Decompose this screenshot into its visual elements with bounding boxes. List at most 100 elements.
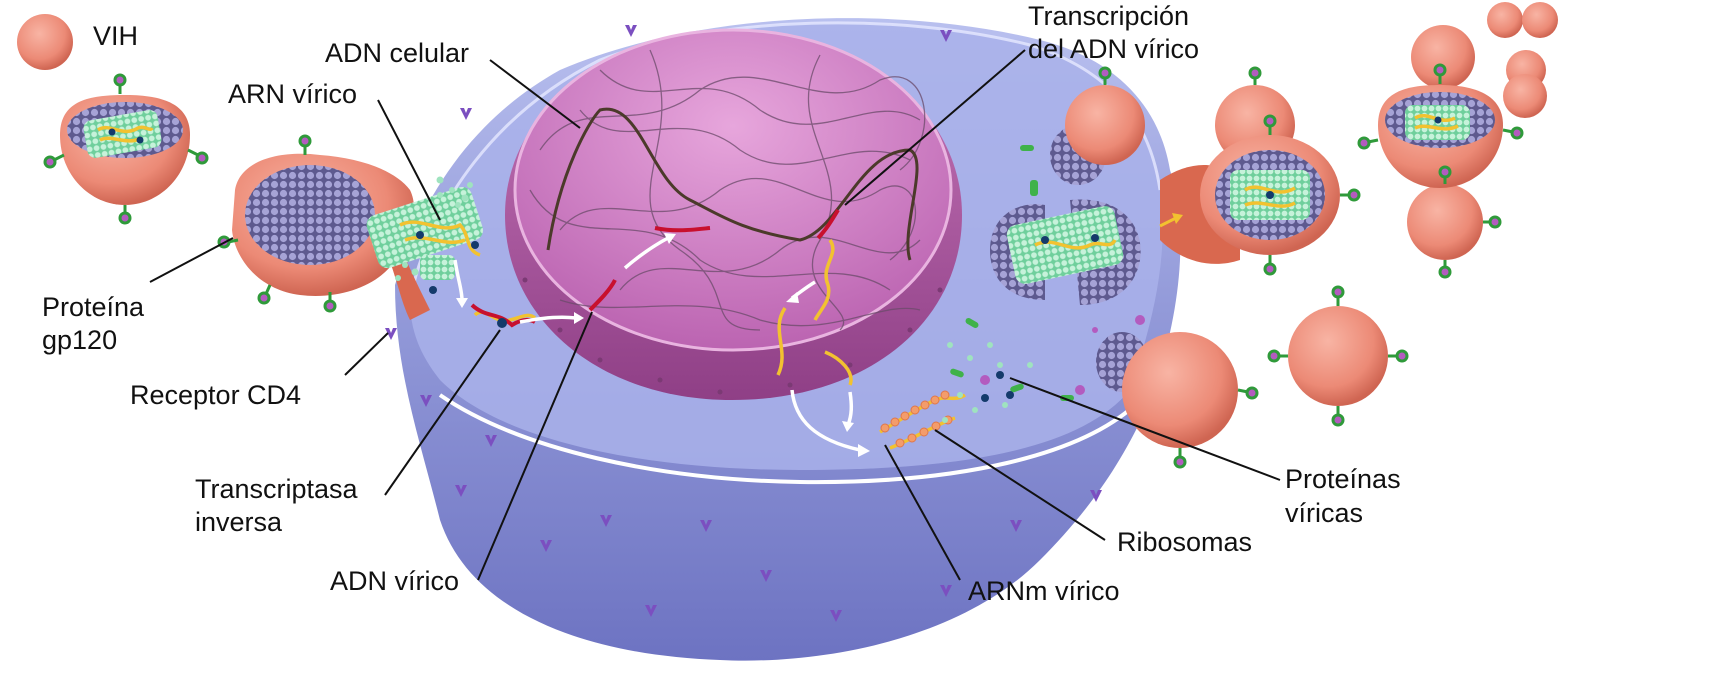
gp120-spike-icon — [1173, 448, 1187, 469]
cd4-receptor-icon — [940, 30, 952, 42]
cd4-receptor-icon — [760, 570, 772, 582]
label-proteina-gp120-line1: Proteína — [42, 292, 145, 322]
arrow-translation — [790, 389, 861, 452]
arrow-head — [842, 421, 854, 432]
gp120-spike-icon — [43, 153, 65, 169]
nucleus-interior — [515, 30, 951, 350]
gp120-spike-icon — [118, 205, 132, 225]
cd4-receptor-icon — [1010, 520, 1022, 532]
label-transcripcion-line2: del ADN vírico — [1028, 34, 1199, 64]
label-transcriptasa-line1: Transcriptasa — [195, 474, 359, 504]
budding-bud-bottom — [1122, 332, 1238, 448]
viral-proteins — [942, 145, 1145, 423]
virus-spikes — [43, 63, 1524, 469]
label-arn-virico: ARN vírico — [228, 79, 357, 109]
leader-lines — [149, 49, 1281, 581]
cd4-receptor-icon — [485, 435, 497, 447]
virus-particle — [1503, 74, 1547, 118]
reverse-transcriptase-icon — [429, 286, 437, 294]
label-transcriptasa-line2: inversa — [195, 507, 283, 537]
cd4-receptor-icon — [600, 515, 612, 527]
virion-capsid — [83, 109, 162, 158]
cd4-receptor-icon — [420, 395, 432, 407]
nucleus-rim — [513, 28, 953, 352]
arrow-to-nucleus — [519, 315, 577, 324]
virus-particle — [17, 14, 73, 70]
gp120-spike-icon — [1502, 126, 1524, 140]
cd4-receptor-icon — [540, 540, 552, 552]
assembling-virion — [990, 125, 1148, 392]
labels: VIH ADN celular ARN vírico Transcripción… — [42, 1, 1401, 606]
arrow-head — [858, 444, 870, 457]
arrow-integration — [623, 236, 669, 270]
cd4-receptor-icon — [625, 25, 637, 37]
dna-strand-highlight — [546, 107, 919, 261]
cd4-receptor-icon — [385, 328, 397, 340]
fusing-virus — [232, 153, 430, 320]
gp120-spike-icon — [1237, 386, 1259, 400]
arrow-head — [664, 233, 676, 244]
exiting-virion — [1200, 135, 1340, 255]
gp120-spike-icon — [1331, 285, 1345, 306]
gp120-spike-icon — [323, 292, 337, 313]
capsid-fragment — [420, 255, 455, 280]
cellular-dna — [529, 49, 926, 331]
viral-mrna-transcripts — [776, 239, 853, 386]
cd4-receptor-icon — [940, 585, 952, 597]
label-vih: VIH — [93, 21, 138, 51]
gp120-spike-icon — [298, 134, 312, 155]
gp120-spike-icon — [1438, 165, 1452, 184]
fusing-virus-interior — [245, 165, 375, 265]
viral-dna-integrated — [816, 208, 840, 240]
arrow-release — [1159, 216, 1177, 228]
virus-particle — [1487, 2, 1523, 38]
budding-bud-top — [1065, 85, 1145, 165]
cd4-receptor-icon — [455, 485, 467, 497]
arrow-head — [786, 292, 799, 303]
gp120-spike-icon — [1340, 188, 1361, 202]
hiv-cutaway-left — [60, 95, 190, 205]
nuclear-pores — [522, 277, 943, 395]
uncoating-capsid — [366, 176, 484, 294]
reverse-transcriptase-icon — [471, 241, 479, 249]
label-adn-virico: ADN vírico — [330, 566, 459, 596]
gp120-spike-icon — [1433, 63, 1447, 84]
viral-rna-strand — [399, 220, 481, 257]
free-virions — [17, 2, 1558, 406]
gp120-spike-icon — [1357, 136, 1379, 150]
gp120-spike-icon — [1267, 349, 1288, 363]
cd4-receptor-icon — [645, 605, 657, 617]
label-arnm-virico: ARNm vírico — [968, 576, 1120, 606]
gp120-spike-icon — [257, 284, 272, 305]
assembly-rna — [1034, 238, 1117, 250]
cd4-receptor-icon — [1090, 490, 1102, 502]
gp120-spike-icon — [1438, 260, 1452, 279]
label-transcripcion-line1: Transcripción — [1028, 1, 1189, 31]
cd4-receptors — [385, 25, 1102, 622]
virus-particle — [1522, 2, 1558, 38]
gp120-spike-icon — [1331, 406, 1345, 427]
viral-dna-entering — [588, 279, 617, 312]
reverse-transcriptase-icon — [497, 318, 507, 328]
viral-rna-strand — [404, 235, 466, 245]
cd4-receptor-icon — [830, 610, 842, 622]
arrow-head — [1172, 213, 1183, 224]
gp120-spike-icon — [187, 148, 209, 165]
cd4-receptor-icon — [700, 520, 712, 532]
reverse-transcriptase-icon — [416, 231, 424, 239]
gp120-spike-icon — [113, 73, 127, 94]
arrow-head — [456, 298, 468, 308]
label-proteina-gp120-line2: gp120 — [42, 325, 117, 355]
label-proteinas-line2: víricas — [1285, 498, 1363, 528]
cd4-receptor-icon — [460, 108, 472, 120]
nucleus — [505, 28, 962, 400]
process-arrows — [453, 213, 1183, 457]
cell-cut-edge — [438, 393, 1137, 485]
ribosomes-on-mrna — [879, 390, 967, 450]
virus-particle — [1411, 25, 1475, 89]
gp120-spike-icon — [1098, 66, 1112, 85]
hiv-cutaway-right — [1378, 85, 1503, 188]
gp120-spike-icon — [1248, 66, 1262, 85]
capsid-shell — [366, 186, 484, 269]
